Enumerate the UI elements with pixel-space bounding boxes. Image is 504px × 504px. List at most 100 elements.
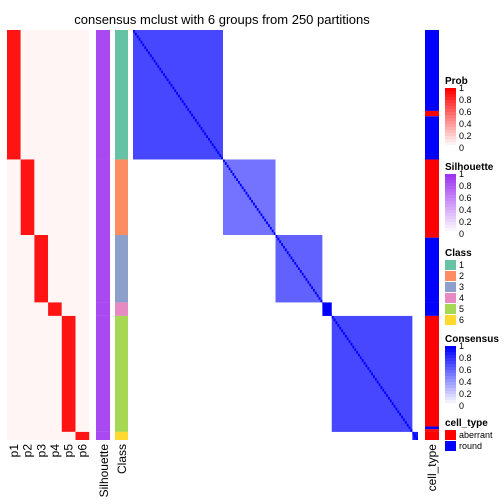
consensus-diagonal-cell <box>391 402 394 405</box>
membership-cell <box>20 235 35 303</box>
legend-gradient-step <box>445 91 456 95</box>
consensus-diagonal-cell <box>318 297 321 300</box>
consensus-diagonal-cell <box>172 86 175 90</box>
consensus-matrix <box>133 30 418 440</box>
legend-gradient-step <box>445 127 456 131</box>
silhouette-cell <box>96 302 110 316</box>
consensus-diagonal-cell <box>373 375 375 378</box>
legend-tick-label: 0.4 <box>459 119 472 129</box>
consensus-diagonal-cell <box>313 288 315 292</box>
legend-gradient-step <box>445 112 456 116</box>
legend-gradient-step <box>445 225 456 229</box>
consensus-diagonal-cell <box>236 178 238 182</box>
consensus-diagonal-cell <box>361 359 364 362</box>
consensus-diagonal-cell <box>179 97 182 101</box>
consensus-diagonal-cell <box>200 127 203 130</box>
legend-label: 6 <box>459 315 464 325</box>
legend-label: 4 <box>459 293 464 303</box>
consensus-diagonal-cell <box>299 270 302 273</box>
legend-gradient-step <box>445 183 456 187</box>
legend-gradient-step <box>445 109 456 113</box>
consensus-diagonal-cell <box>185 105 188 109</box>
consensus-diagonal-cell <box>380 386 383 389</box>
consensus-diagonal-cell <box>193 116 195 120</box>
consensus-diagonal-cell <box>369 369 372 373</box>
legend-gradient-step <box>445 231 456 235</box>
membership-cell <box>75 235 90 303</box>
consensus-diagonal-cell <box>174 89 177 93</box>
cell-type-cell <box>425 237 439 303</box>
membership-cell <box>34 302 49 316</box>
legend-title: Class <box>445 248 472 259</box>
consensus-diagonal-cell <box>331 315 334 319</box>
consensus-diagonal-cell <box>159 67 162 71</box>
consensus-diagonal-cell <box>202 129 205 133</box>
legend-gradient-step <box>445 88 456 92</box>
legend-label: aberrant <box>459 430 493 440</box>
consensus-diagonal-cell <box>283 245 285 249</box>
consensus-diagonal-cell <box>254 205 257 209</box>
membership-column-label: p3 <box>34 444 48 458</box>
membership-cell <box>34 159 49 235</box>
consensus-diagonal-cell <box>359 356 362 360</box>
consensus-diagonal-cell <box>412 431 415 435</box>
class-cell <box>115 315 128 432</box>
consensus-diagonal-cell <box>311 286 313 289</box>
legend-gradient-step <box>445 106 456 110</box>
consensus-diagonal-cell <box>354 348 357 351</box>
consensus-diagonal-cell <box>134 32 137 36</box>
legend-title: Prob <box>445 76 468 87</box>
legend-tick-label: 0.2 <box>459 217 472 227</box>
consensus-diagonal-cell <box>241 186 244 190</box>
legend-gradient-step <box>445 198 456 202</box>
consensus-diagonal-cell <box>271 229 274 233</box>
consensus-diagonal-cell <box>401 415 403 419</box>
membership-cell <box>7 431 21 440</box>
legend-gradient-step <box>445 94 456 98</box>
consensus-diagonal-cell <box>414 434 417 438</box>
consensus-diagonal-cell <box>266 221 268 225</box>
legend-gradient-step <box>445 180 456 184</box>
legend-gradient-step <box>445 382 456 386</box>
legend-gradient-step <box>445 397 456 401</box>
consensus-diagonal-cell <box>181 100 184 103</box>
consensus-diagonal-cell <box>389 399 392 403</box>
consensus-diagonal-cell <box>352 345 355 349</box>
class-cell <box>115 302 128 316</box>
consensus-diagonal-cell <box>292 259 295 262</box>
legend-gradient-step <box>445 177 456 181</box>
consensus-diagonal-cell <box>395 407 398 411</box>
consensus-diagonal-cell <box>269 226 272 230</box>
membership-cell <box>20 159 35 235</box>
membership-cell <box>48 159 62 235</box>
membership-cell <box>34 431 49 440</box>
consensus-diagonal-cell <box>249 197 252 200</box>
membership-cell <box>7 159 21 235</box>
cell-type-bar <box>425 30 439 440</box>
legend-gradient-step <box>445 403 456 407</box>
legend-gradient-step <box>445 346 456 350</box>
legend-gradient-step <box>445 103 456 107</box>
consensus-diagonal-cell <box>324 305 327 308</box>
consensus-diagonal-cell <box>183 102 186 106</box>
consensus-diagonal-cell <box>136 35 139 39</box>
membership-cell <box>75 302 90 316</box>
legend-tick-label: 0.2 <box>459 389 472 399</box>
consensus-diagonal-cell <box>386 394 388 397</box>
cell-type-cell <box>425 110 439 117</box>
consensus-diagonal-cell <box>238 181 240 184</box>
consensus-diagonal-cell <box>198 124 201 128</box>
membership-cell <box>7 30 21 160</box>
silhouette-cell <box>96 315 110 432</box>
consensus-diagonal-cell <box>406 423 409 427</box>
legend-tick-label: 0.4 <box>459 377 472 387</box>
consensus-diagonal-cell <box>258 210 261 214</box>
consensus-diagonal-cell <box>157 65 160 68</box>
legend-swatch <box>445 293 456 303</box>
legend-gradient-step <box>445 174 456 178</box>
consensus-diagonal-cell <box>161 70 163 74</box>
consensus-diagonal-cell <box>194 119 197 122</box>
consensus-diagonal-cell <box>410 429 413 432</box>
consensus-diagonal-cell <box>209 140 212 144</box>
